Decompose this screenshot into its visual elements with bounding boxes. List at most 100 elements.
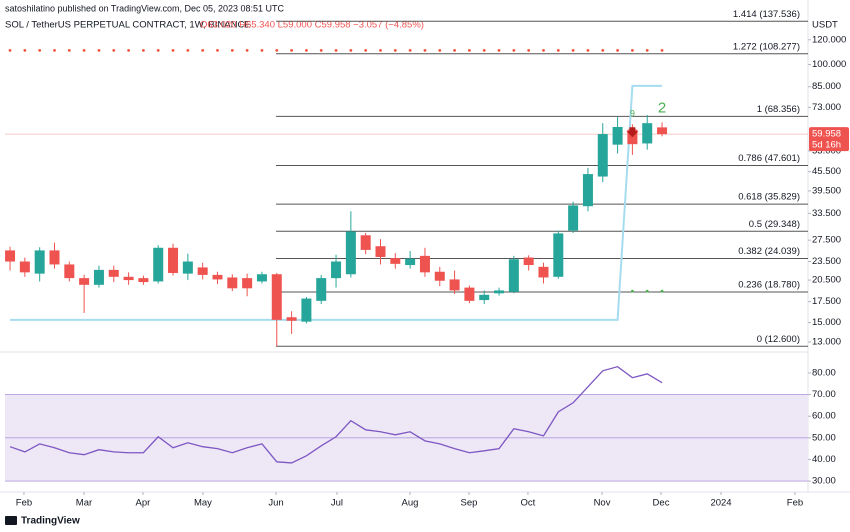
x-tick-label: Aug — [402, 498, 419, 509]
y-tick-label: 30.00 — [812, 476, 836, 487]
x-tick-label: Feb — [16, 498, 32, 509]
signal-dot — [8, 49, 12, 52]
signal-dot — [186, 49, 190, 52]
signal-dot — [601, 49, 605, 52]
signal-dot — [334, 49, 338, 52]
candle-body — [568, 205, 579, 231]
signal-dot — [142, 49, 145, 52]
signal-dot — [216, 49, 219, 52]
x-tick-label: Mar — [76, 498, 92, 509]
signal-dot — [319, 49, 323, 52]
candle-body — [494, 290, 505, 294]
x-tick-label: Jun — [268, 498, 283, 509]
y-tick-label: 100.000 — [812, 59, 846, 70]
brand-logo — [5, 516, 17, 525]
candle-body — [464, 287, 475, 301]
signal-dot — [23, 49, 27, 52]
y-tick-label: 50.00 — [812, 432, 836, 443]
signal-dot — [438, 49, 442, 52]
candle-body — [390, 258, 401, 264]
price-tag-value: 59.958 — [812, 129, 841, 140]
y-tick-label: 120.000 — [812, 34, 846, 45]
signal-dot — [230, 49, 234, 52]
rsi-line — [9, 365, 663, 464]
candle-body — [345, 231, 356, 275]
signal-dot — [660, 49, 664, 52]
candle-body — [93, 269, 104, 285]
y-tick-label: 85.000 — [812, 81, 841, 92]
candle-body — [657, 127, 668, 135]
signal-dot — [305, 49, 308, 52]
signal-dot — [290, 49, 293, 52]
candle-body — [79, 278, 90, 285]
y-tick-label: 15.000 — [812, 317, 841, 328]
candle-body — [508, 259, 519, 292]
signal-dot — [364, 49, 368, 52]
signal-dot — [275, 49, 279, 52]
candle-body — [331, 261, 342, 279]
x-tick-label: Dec — [653, 498, 670, 509]
signal-dot — [616, 49, 619, 52]
signal-dot — [201, 49, 205, 52]
signal-dot — [379, 49, 382, 52]
unit-label: USDT — [812, 20, 838, 31]
signal-dot — [67, 49, 71, 52]
signal-dot — [586, 49, 590, 52]
candle-body — [153, 247, 164, 282]
y-tick-label: 45.500 — [812, 166, 841, 177]
candle-body — [256, 274, 267, 282]
brand-name: TradingView — [21, 516, 80, 527]
x-tick-label: Apr — [136, 498, 151, 509]
signal-dot — [408, 49, 412, 52]
signal-dot — [645, 49, 649, 52]
fib-label: 0.5 (29.348) — [749, 219, 800, 230]
candle-body — [360, 235, 371, 250]
candle-body — [34, 250, 45, 274]
candle-body — [597, 134, 608, 177]
signal-dot — [127, 49, 130, 52]
x-tick-label: Feb — [787, 498, 803, 509]
candle-body — [64, 264, 75, 279]
signal-dot — [423, 49, 427, 52]
x-tick-label: Sep — [461, 498, 478, 509]
y-tick-label: 13.000 — [812, 337, 841, 348]
signal-dot — [38, 49, 42, 52]
y-tick-label: 39.500 — [812, 185, 841, 196]
candle-body — [5, 250, 16, 262]
fib-label: 0.382 (24.039) — [738, 246, 800, 257]
candle-body — [479, 294, 490, 301]
y-tick-label: 33.500 — [812, 208, 841, 219]
x-tick-label: Jul — [331, 498, 343, 509]
signal-dot — [53, 49, 56, 52]
signal-dot — [245, 49, 249, 52]
y-tick-label: 17.500 — [812, 296, 841, 307]
fib-label: 0.236 (18.780) — [738, 280, 800, 291]
symbol-title: SOL / TetherUS PERPETUAL CONTRACT, 1W, B… — [5, 20, 251, 31]
signal-dot — [645, 289, 649, 293]
y-tick-label: 23.500 — [812, 256, 841, 267]
signal-dot — [393, 49, 397, 52]
signal-dot — [260, 49, 264, 52]
signal-dot — [468, 49, 471, 52]
y-tick-label: 20.500 — [812, 275, 841, 286]
candle-body — [168, 247, 179, 273]
signal-dot — [453, 49, 456, 52]
x-tick-label: 2024 — [710, 498, 731, 509]
y-tick-label: 80.00 — [812, 367, 836, 378]
signal-dot — [156, 49, 160, 52]
signal-dot — [482, 49, 486, 52]
signal-dot — [571, 49, 575, 52]
x-tick-label: Nov — [594, 498, 611, 509]
candle-body — [212, 274, 223, 280]
candle-body — [242, 278, 253, 289]
y-tick-label: 70.00 — [812, 389, 836, 400]
candle-body — [19, 261, 30, 273]
signal-dot — [112, 49, 116, 52]
signal-dot — [97, 49, 101, 52]
candle-body — [108, 269, 119, 277]
td-count: 9 — [630, 109, 635, 119]
candle-body — [449, 279, 460, 291]
candle-body — [286, 317, 297, 321]
fib-label: 1.272 (108.277) — [733, 41, 800, 52]
